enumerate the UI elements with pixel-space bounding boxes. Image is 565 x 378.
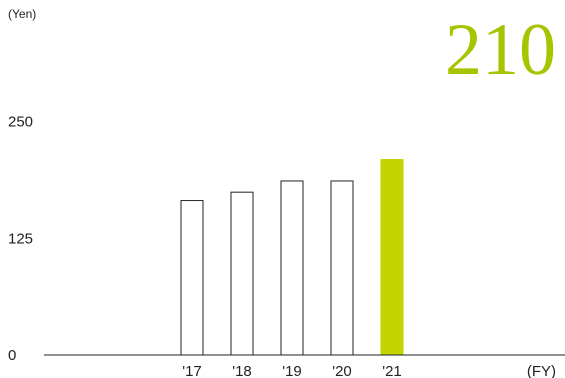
x-tick-label: '17	[182, 363, 202, 378]
bar-series	[180, 159, 404, 356]
x-tick-label: '18	[232, 363, 252, 378]
bar	[280, 180, 304, 356]
headline-value: 210	[445, 9, 556, 91]
bar	[330, 180, 354, 356]
y-axis-ticks: 0 125 250	[8, 114, 33, 364]
bar-highlight	[380, 159, 404, 355]
y-tick-label: 0	[8, 347, 16, 364]
x-unit-label: (FY)	[527, 363, 556, 378]
x-tick-label: '19	[282, 363, 302, 378]
y-tick-label: 250	[8, 114, 33, 131]
x-tick-label: '21	[382, 363, 402, 378]
x-axis-ticks: '17 '18 '19 '20 '21	[182, 363, 402, 378]
x-tick-label: '20	[332, 363, 352, 378]
y-tick-label: 125	[8, 230, 33, 247]
bar	[230, 191, 254, 356]
bar	[180, 200, 204, 356]
y-unit-label: (Yen)	[8, 7, 36, 21]
